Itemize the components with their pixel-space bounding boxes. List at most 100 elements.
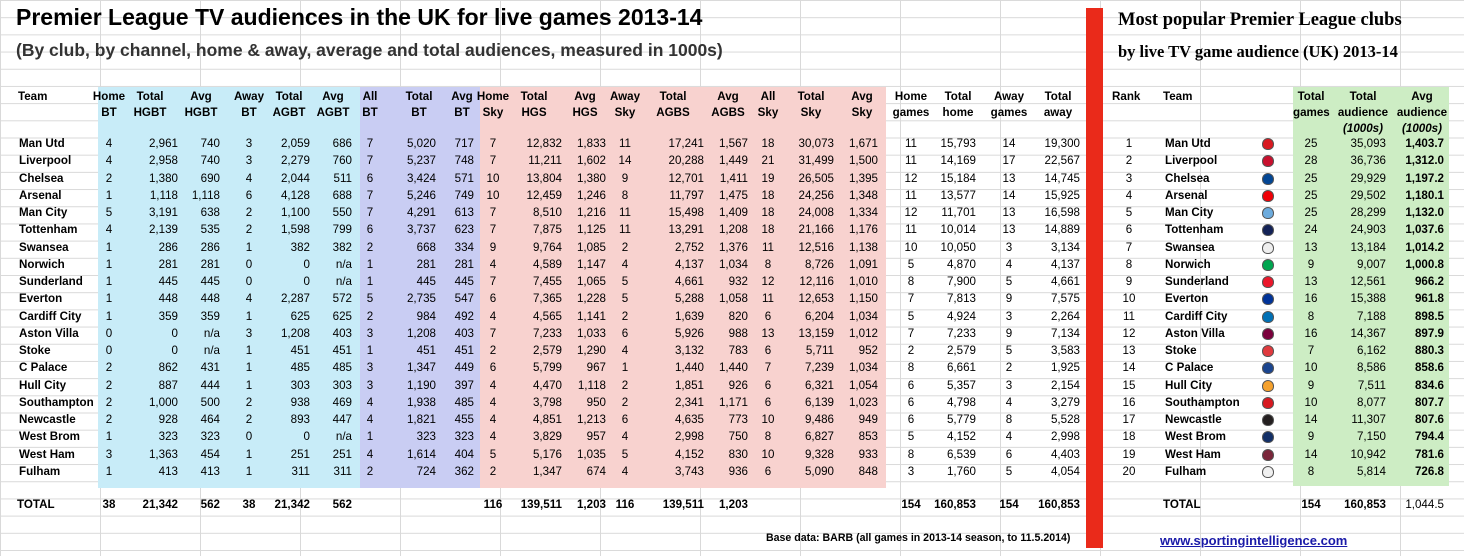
- rank-number: 4: [1125, 188, 1133, 202]
- website-link[interactable]: www.sportingintelligence.com: [1160, 533, 1348, 548]
- rank-total-audience: 28,299: [1350, 206, 1386, 219]
- club-crest-icon: [1262, 276, 1274, 288]
- table-cell: 3: [105, 447, 113, 461]
- rank-team-name: Aston Villa: [1165, 326, 1225, 340]
- table-cell: 3: [366, 378, 374, 392]
- rank-total-games: 8: [1307, 309, 1315, 323]
- table-cell: 1,851: [674, 378, 704, 392]
- rank-number: 5: [1125, 206, 1133, 219]
- table-cell: n/a: [335, 257, 352, 271]
- rank-total-games: 25: [1304, 206, 1318, 219]
- table-cell: 2: [366, 240, 374, 254]
- rank-avg-audience: 1,403.7: [1405, 137, 1444, 150]
- table-cell: 4,137: [674, 257, 704, 271]
- rank-number: 1: [1125, 137, 1133, 150]
- table-cell: 404: [454, 447, 474, 461]
- table-cell: 6: [1005, 447, 1013, 461]
- ranking-header-avg_audience: (1000s): [1402, 122, 1442, 135]
- table-cell: 7,134: [1050, 326, 1080, 340]
- table-cell: 11: [904, 188, 918, 202]
- table-cell: 1: [245, 240, 253, 254]
- rank-avg-audience: 834.6: [1414, 378, 1444, 392]
- column-header-avg_bt: BT: [454, 106, 470, 119]
- club-crest-icon: [1262, 138, 1274, 150]
- table-cell: 4,403: [1050, 447, 1080, 461]
- column-header-all_bt: BT: [362, 106, 378, 119]
- table-cell: 6: [366, 171, 374, 185]
- rank-total-games: 25: [1304, 171, 1318, 185]
- table-cell: 1,033: [576, 326, 606, 340]
- rank-total-audience: 10,942: [1350, 447, 1386, 461]
- rank-total-games: 13: [1304, 275, 1318, 288]
- column-header-all_bt: All: [362, 90, 378, 103]
- table-cell: 445: [200, 275, 220, 288]
- table-cell: 17: [1002, 154, 1016, 168]
- table-cell: 12,116: [799, 275, 834, 288]
- table-cell: 7,233: [532, 326, 562, 340]
- rank-total-audience: 7,150: [1356, 430, 1386, 444]
- table-cell: 9,764: [532, 240, 562, 254]
- rank-total-audience: 6,162: [1356, 344, 1386, 357]
- table-cell: 4: [621, 344, 629, 357]
- table-cell: 5,357: [946, 378, 976, 392]
- rank-avg-audience: 1,037.6: [1405, 223, 1444, 237]
- table-cell: 359: [158, 309, 178, 323]
- column-header-team: Team: [18, 90, 48, 103]
- club-crest-icon: [1262, 224, 1274, 237]
- column-header-avg_bt: Avg: [451, 90, 473, 103]
- column-header-total_bt: BT: [411, 106, 427, 119]
- table-cell: 952: [858, 344, 878, 357]
- table-cell: 431: [200, 361, 220, 375]
- rank-total-games: 10: [1304, 395, 1318, 409]
- column-header-total_agbt: Total: [275, 90, 303, 103]
- table-cell: 5,926: [674, 326, 704, 340]
- table-cell: 750: [728, 430, 748, 444]
- table-cell: 1: [105, 275, 113, 288]
- table-cell: 535: [200, 223, 220, 237]
- rank-avg-audience: 726.8: [1414, 464, 1444, 478]
- column-header-total_hgs: HGS: [521, 106, 547, 119]
- table-cell: 2: [1005, 361, 1013, 375]
- table-cell: n/a: [335, 275, 352, 288]
- table-cell: 830: [728, 447, 748, 461]
- table-cell: 4,870: [946, 257, 976, 271]
- row-team-name: Man Utd: [19, 137, 65, 150]
- table-cell: 5,176: [532, 447, 562, 461]
- table-cell: 6,661: [946, 361, 976, 375]
- ranking-title: Most popular Premier League clubs: [1118, 10, 1402, 30]
- table-cell: 550: [332, 206, 352, 219]
- table-cell: 638: [200, 206, 220, 219]
- table-cell: 2,279: [280, 154, 310, 168]
- table-cell: 451: [332, 344, 352, 357]
- rank-total-audience: 36,736: [1350, 154, 1386, 168]
- table-cell: 5,528: [1050, 413, 1080, 426]
- table-cell: 4,661: [674, 275, 704, 288]
- table-cell: 6,827: [804, 430, 834, 444]
- table-cell: 4,128: [280, 188, 310, 202]
- rank-team-name: Sunderland: [1165, 275, 1229, 288]
- rank-total-games: 25: [1304, 188, 1318, 202]
- table-cell: 1,118: [577, 378, 606, 392]
- column-header-home_bt: BT: [101, 106, 117, 119]
- ranking-total-label: TOTAL: [1163, 498, 1201, 511]
- ranking-header-total_audience: Total: [1349, 90, 1377, 103]
- table-cell: 26,505: [798, 171, 834, 185]
- table-cell: 15,925: [1044, 188, 1080, 202]
- table-cell: 0: [303, 430, 310, 444]
- table-cell: 740: [200, 154, 220, 168]
- table-cell: 448: [158, 292, 178, 306]
- rank-total-audience: 13,184: [1350, 240, 1386, 254]
- row-team-name: Stoke: [19, 344, 51, 357]
- rank-number: 17: [1122, 413, 1136, 426]
- rank-number: 10: [1122, 292, 1136, 306]
- rank-team-name: Chelsea: [1165, 171, 1210, 185]
- table-cell: 2: [245, 223, 253, 237]
- table-cell: 12: [904, 206, 918, 219]
- table-cell: 1,054: [848, 378, 878, 392]
- table-cell: 14: [618, 154, 632, 168]
- table-cell: 14,889: [1044, 223, 1080, 237]
- table-cell: 1,380: [576, 171, 606, 185]
- table-cell: 1,347: [532, 464, 562, 478]
- table-cell: 2,961: [148, 137, 178, 150]
- table-cell: 3: [366, 326, 374, 340]
